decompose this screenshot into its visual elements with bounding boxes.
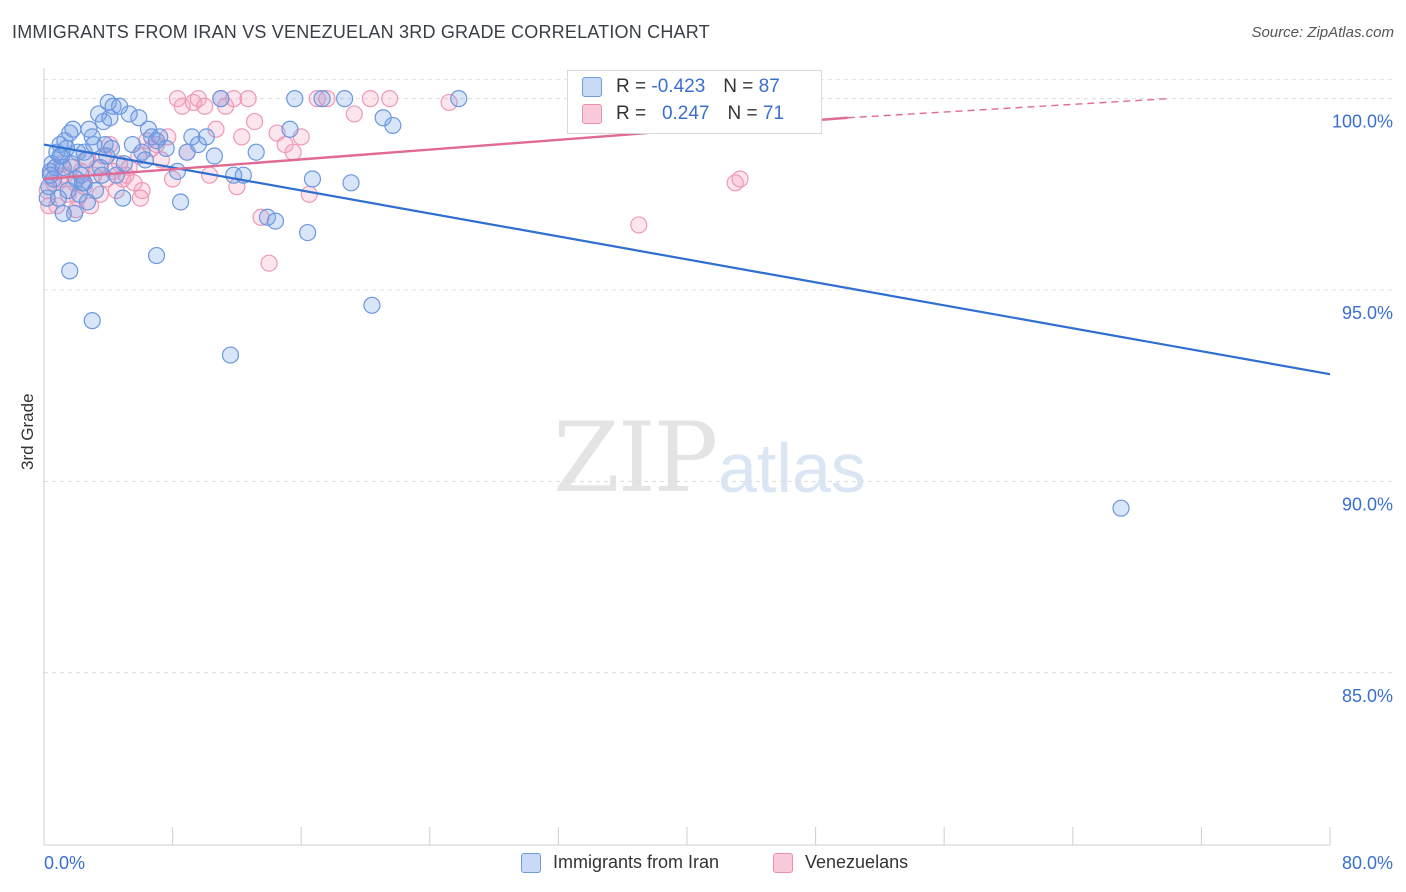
legend-item-iran: Immigrants from Iran — [521, 852, 719, 873]
y-tick-label: 100.0% — [1332, 112, 1393, 132]
venezuelans-point — [260, 254, 278, 272]
legend-row-iran: R = -0.423 N = 87 — [582, 74, 780, 100]
venezuelans-point — [345, 105, 363, 123]
venezuelans-point — [233, 128, 251, 146]
venezuelans-point — [731, 170, 749, 188]
x-tick-labels: 0.0% 80.0% — [44, 853, 1393, 873]
venezuelans-point — [284, 143, 302, 161]
iran-point — [51, 147, 69, 165]
series-legend: Immigrants from Iran Venezuelans — [0, 852, 1406, 878]
legend-label-venezuelans: Venezuelans — [805, 852, 909, 872]
chart-title: IMMIGRANTS FROM IRAN VS VENEZUELAN 3RD G… — [12, 22, 710, 42]
venezuelans-point — [239, 90, 257, 108]
iran-legend-swatch-icon — [521, 852, 541, 873]
iran-point — [363, 296, 381, 314]
venezuelans-swatch-icon — [582, 104, 602, 124]
iran-point — [114, 189, 132, 207]
y-tick-label: 95.0% — [1342, 303, 1393, 323]
iran-trend-line — [43, 143, 1331, 376]
venezuelans-point — [225, 90, 243, 108]
venezuelans-point — [381, 90, 399, 108]
iran-point — [384, 116, 402, 135]
iran-point — [266, 212, 285, 230]
iran-point — [342, 174, 360, 192]
legend-r-value-iran: -0.423 — [651, 76, 706, 97]
iran-point — [197, 128, 215, 146]
iran-point — [104, 97, 122, 115]
iran-point — [77, 151, 95, 169]
iran-point — [61, 262, 79, 280]
iran-point — [258, 208, 277, 226]
legend-r-value-venezuelans: 0.247 — [661, 103, 710, 124]
legend-n-value-venezuelans: 71 — [762, 103, 785, 124]
iran-point — [247, 143, 265, 161]
venezuelans-point — [300, 185, 318, 203]
venezuelans-point — [245, 112, 264, 131]
watermark-zip: ZIP — [553, 402, 718, 514]
venezuelans-point — [131, 189, 150, 207]
iran-point — [281, 120, 299, 138]
iran-point — [157, 139, 175, 157]
y-tick-labels: 85.0% 90.0% 95.0% 100.0% — [1332, 112, 1393, 706]
iran-point — [130, 109, 148, 127]
legend-n-value-iran: 87 — [758, 76, 780, 97]
legend-label-iran: Immigrants from Iran — [553, 852, 720, 872]
iran-point — [172, 193, 190, 211]
iran-point — [147, 246, 166, 265]
iran-point — [1112, 499, 1130, 517]
iran-point — [286, 90, 304, 108]
venezuelans-point — [361, 90, 379, 108]
stats-legend: R = -0.423 N = 87 R = 0.247 N = 71 — [567, 70, 822, 134]
iran-point — [83, 312, 101, 330]
legend-row-venezuelans: R = 0.247 N = 71 — [582, 101, 784, 127]
y-tick-label: 90.0% — [1342, 494, 1393, 514]
venezuelans-legend-swatch-icon — [773, 852, 793, 873]
iran-point — [136, 151, 154, 169]
venezuelans-point — [173, 97, 191, 115]
iran-point — [313, 90, 331, 108]
iran-point — [64, 120, 82, 138]
iran-point — [221, 346, 240, 364]
legend-n-label: N = — [723, 76, 754, 97]
iran-point — [102, 139, 121, 157]
iran-point — [54, 204, 72, 223]
iran-point — [212, 90, 230, 108]
legend-item-venezuelans: Venezuelans — [773, 852, 908, 873]
iran-point — [41, 166, 60, 184]
legend-n-label: N = — [727, 103, 758, 124]
venezuelans-point — [318, 90, 336, 108]
x-tick-label: 80.0% — [1342, 853, 1393, 873]
iran-point — [336, 90, 354, 108]
x-tick-label: 0.0% — [44, 853, 85, 873]
iran-point — [205, 147, 223, 165]
iran-point — [168, 162, 187, 180]
legend-r-label: R = — [616, 76, 647, 97]
iran-point — [450, 90, 468, 108]
y-tick-label: 85.0% — [1342, 686, 1393, 706]
venezuelans-point — [440, 93, 458, 112]
iran-swatch-icon — [582, 77, 602, 97]
venezuelans-trend-extension — [847, 97, 1170, 119]
iran-point — [120, 105, 138, 123]
venezuelans-point — [196, 97, 214, 115]
legend-r-label: R = — [616, 103, 647, 124]
venezuelans-point — [308, 90, 326, 108]
iran-point — [299, 223, 317, 242]
watermark-atlas: atlas — [718, 429, 866, 507]
iran-points — [38, 90, 1130, 517]
source-label: Source: ZipAtlas.com — [1251, 24, 1394, 41]
venezuelans-point — [630, 216, 648, 234]
iran-point — [303, 170, 322, 188]
